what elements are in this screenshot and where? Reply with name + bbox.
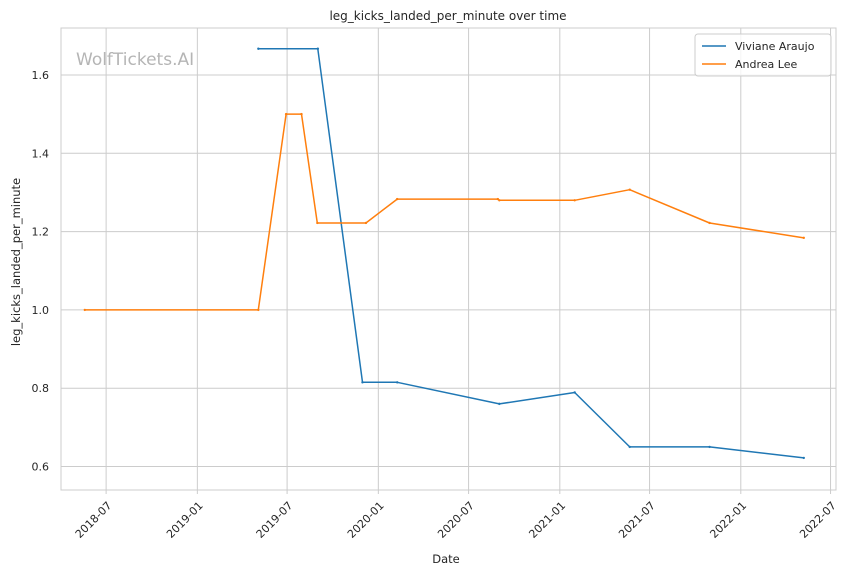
plot-frame [60,27,837,491]
data-point-viviane-araujo [395,381,399,384]
legend: Viviane Araujo Andrea Lee [694,33,832,77]
data-point-viviane-araujo [257,47,260,50]
data-point-viviane-araujo [573,391,576,394]
data-point-andrea-lee [364,221,368,225]
data-point-andrea-lee [802,236,805,240]
data-point-andrea-lee [573,199,576,202]
data-point-andrea-lee [300,112,303,116]
series-lines [83,47,805,460]
y-tick-label: 0.6 [32,461,50,474]
data-point-andrea-lee [83,308,87,312]
data-point-viviane-araujo [628,445,631,449]
data-point-andrea-lee [316,221,319,225]
y-tick-label: 1.2 [32,226,50,239]
data-point-viviane-araujo [708,445,711,449]
y-tick-label: 1.6 [32,69,50,82]
data-point-viviane-araujo [498,402,501,406]
data-point-viviane-araujo [316,47,320,50]
data-point-andrea-lee [628,188,631,191]
legend-box [694,33,832,77]
legend-label-viviane-araujo: Viviane Araujo [735,40,815,53]
data-point-andrea-lee [395,197,399,201]
y-tick-label: 1.4 [32,147,50,160]
data-point-andrea-lee [257,308,260,312]
legend-label-andrea-lee: Andrea Lee [735,58,797,71]
y-axis-label: leg_kicks_landed_per_minute [9,178,23,346]
data-point-andrea-lee [708,221,711,225]
data-point-viviane-araujo [361,381,364,384]
data-point-viviane-araujo [802,456,805,460]
x-axis-label: Date [432,552,460,566]
grid-lines [61,28,836,490]
data-point-andrea-lee [284,112,288,116]
y-tick-label: 0.8 [32,382,50,395]
watermark-text: WolfTickets.AI [76,50,194,70]
y-tick-label: 1.0 [32,304,50,317]
chart-title: leg_kicks_landed_per_minute over time [329,9,566,23]
data-point-andrea-lee [498,199,501,202]
